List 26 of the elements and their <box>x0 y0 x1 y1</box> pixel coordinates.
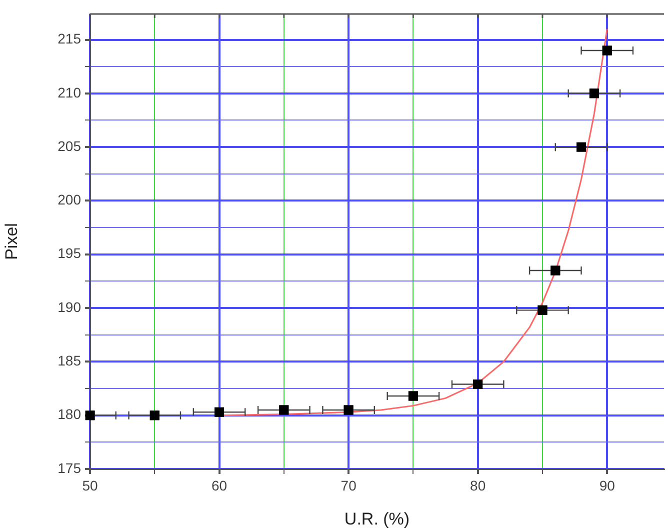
point <box>576 142 586 152</box>
y-tick-label: 175 <box>58 460 82 476</box>
y-tick-label: 195 <box>58 245 82 262</box>
point <box>150 410 160 420</box>
x-tick-label: 50 <box>82 477 98 494</box>
x-tick-label: 90 <box>599 477 616 494</box>
x-axis-title: U.R. (%) <box>344 509 410 528</box>
point <box>589 88 599 98</box>
x-tick-label: 60 <box>211 477 228 494</box>
point <box>408 391 418 401</box>
x-tick-label: 80 <box>470 477 486 494</box>
y-tick-label: 210 <box>58 84 82 100</box>
point <box>214 407 224 417</box>
y-tick-label: 185 <box>58 352 82 369</box>
point <box>344 405 354 415</box>
y-tick-label: 180 <box>58 406 82 422</box>
point <box>279 405 289 415</box>
y-tick-label: 200 <box>58 192 82 208</box>
point <box>538 305 548 315</box>
x-tick-label: 70 <box>340 477 357 494</box>
y-axis-title: Pixel <box>2 223 21 260</box>
point <box>85 410 95 420</box>
point <box>602 46 612 56</box>
y-tick-label: 190 <box>58 298 82 315</box>
y-tick-label: 215 <box>58 30 82 47</box>
y-tick-label: 205 <box>58 138 82 154</box>
